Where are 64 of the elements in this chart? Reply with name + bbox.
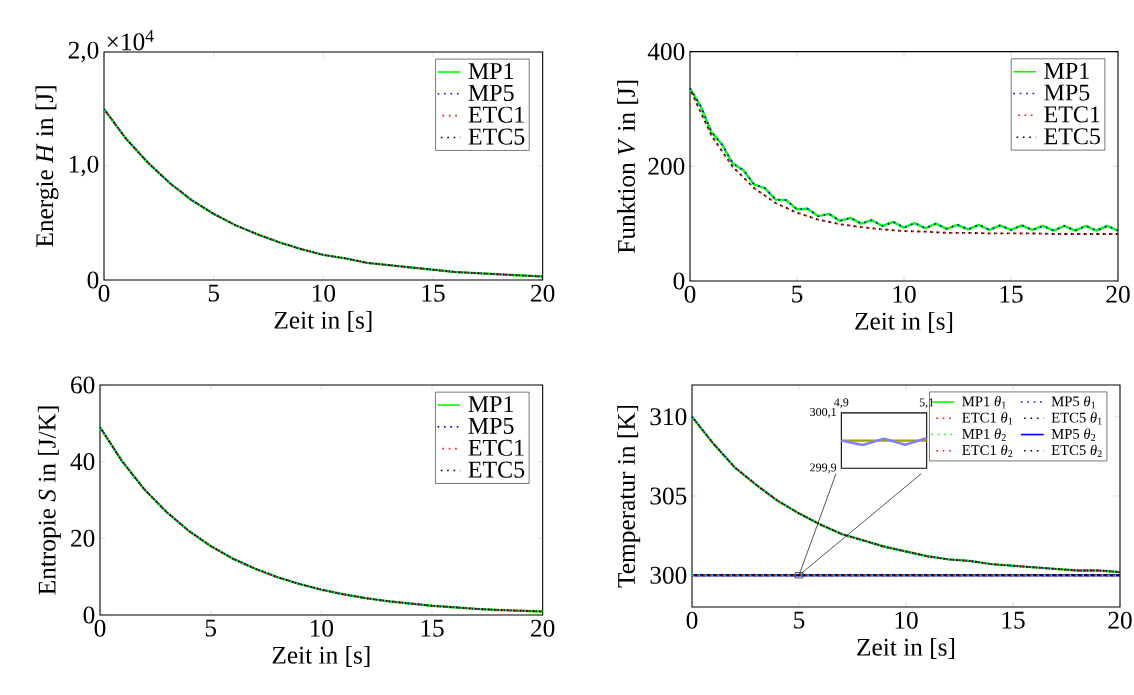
y-tick-label: 310: [650, 408, 687, 426]
x-tick-label: 0: [686, 611, 698, 629]
legend-label: ETC5 θ$_{2}$: [1051, 444, 1102, 458]
x-axis-title: Zeit in [s]: [272, 645, 370, 667]
x-tick-label: 5: [208, 284, 220, 302]
x-tick-label: 5: [794, 611, 805, 629]
x-tick-label: 5: [792, 285, 803, 303]
legend-label: MP5: [1044, 84, 1090, 101]
legend-label: MP5 θ$_{1}$: [1051, 395, 1096, 409]
y-tick-label: 0: [87, 271, 99, 289]
legend-label: ETC1 θ$_{1}$: [962, 412, 1013, 425]
y-tick-label: 60: [71, 376, 95, 394]
x-tick-label: 4,9: [834, 398, 849, 409]
legend-label: MP1 θ$_{2}$: [962, 428, 1006, 441]
y-tick-label: 300,1: [810, 407, 836, 418]
legend-label: MP1: [1044, 62, 1089, 79]
legend-label: ETC1: [468, 106, 524, 123]
y-tick-label: 299,9: [810, 463, 837, 474]
legend-label: ETC1: [468, 439, 524, 456]
x-tick-label: 15: [422, 284, 445, 302]
x-tick-label: 15: [1000, 285, 1023, 303]
y-tick-label: 305: [650, 487, 687, 505]
y-tick-label: 200: [648, 157, 685, 175]
x-tick-label: 5,1: [919, 398, 934, 409]
x-tick-label: 10: [312, 284, 336, 302]
legend-label: ETC5: [468, 461, 525, 478]
x-axis-title: Zeit in [s]: [855, 311, 953, 333]
legend-label: MP5: [468, 84, 514, 101]
legend-label: ETC5: [468, 128, 525, 145]
x-tick-label: 5: [205, 619, 217, 637]
legend-label: MP5 θ$_{2}$: [1051, 428, 1096, 441]
x-tick-label: 15: [1002, 611, 1025, 629]
legend-label: MP5: [468, 417, 514, 434]
x-tick-label: 10: [893, 285, 916, 303]
x-tick-label: 20: [1108, 611, 1132, 629]
text: ×10$^{4}$: [107, 30, 154, 51]
x-tick-label: 20: [531, 284, 555, 302]
y-tick-label: 40: [70, 453, 95, 471]
y-axis-title: Entropie S in [J/K]: [37, 406, 61, 595]
y-tick-label: 300: [650, 566, 687, 584]
y-tick-label: 2,0: [68, 41, 99, 63]
y-tick-label: 1,0: [69, 155, 99, 177]
legend-label: ETC1: [1044, 106, 1100, 123]
y-tick-label: 0: [673, 272, 685, 290]
legend-label: ETC1 θ$_{2}$: [962, 444, 1013, 458]
y-tick-label: 400: [647, 43, 685, 61]
legend-label: ETC5 θ$_{1}$: [1051, 412, 1102, 425]
y-tick-label: 20: [71, 529, 95, 547]
x-tick-label: 10: [895, 611, 918, 629]
line-series: [840, 436, 928, 447]
x-tick-label: 20: [531, 619, 555, 637]
x-tick-label: 10: [310, 619, 334, 637]
legend-label: MP1: [468, 63, 514, 79]
y-axis-title: Funktion V in [J]: [617, 80, 639, 254]
y-axis-title: Temperatur in [K]: [617, 405, 641, 588]
x-tick-label: 20: [1106, 285, 1130, 303]
x-axis-title: Zeit in [s]: [857, 637, 955, 659]
x-tick-label: 15: [421, 619, 444, 637]
legend-label: MP1: [468, 396, 514, 412]
legend-label: MP1 θ$_{1}$: [962, 395, 1006, 409]
x-tick-label: 0: [98, 284, 110, 302]
legend-label: ETC5: [1044, 128, 1100, 145]
x-axis-title: Zeit in [s]: [274, 310, 372, 332]
y-axis-title: Energie H in [J]: [35, 86, 59, 247]
